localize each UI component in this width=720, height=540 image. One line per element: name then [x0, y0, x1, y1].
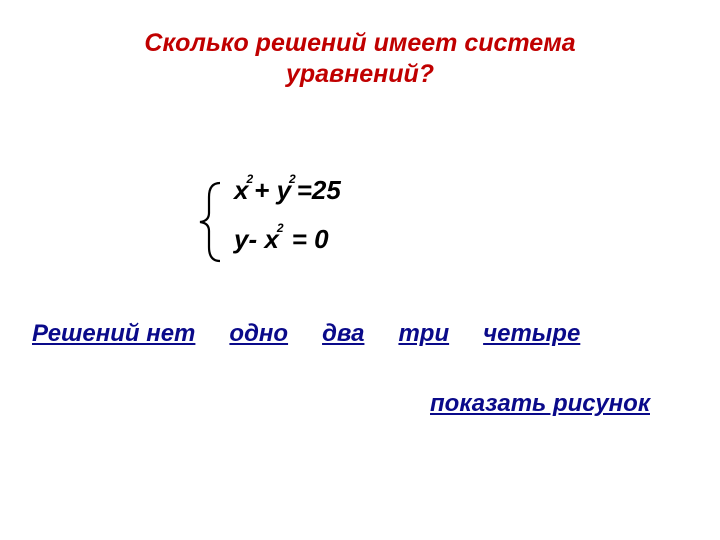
eq2-p2: = 0 [285, 224, 329, 254]
eq2-exp1: 2 [277, 221, 284, 235]
equations-container: х2+ у2=25 у- х2 = 0 [234, 175, 341, 255]
eq1-p3: =25 [297, 175, 341, 205]
show-picture-link[interactable]: показать рисунок [430, 390, 650, 418]
answer-one-link[interactable]: одно [229, 320, 288, 348]
answer-three-link[interactable]: три [398, 320, 449, 348]
title-line-2: уравнений? [286, 60, 434, 88]
question-title: Сколько решений имеет система уравнений? [0, 0, 720, 91]
answer-none-link[interactable]: Решений нет [32, 320, 195, 348]
answer-four-link[interactable]: четыре [483, 320, 580, 348]
answer-options: Решений нет одно два три четыре [32, 320, 580, 348]
title-line-1: Сколько решений имеет система [144, 29, 575, 57]
eq1-exp1: 2 [246, 172, 253, 186]
answer-two-link[interactable]: два [322, 320, 364, 348]
curly-brace-icon [194, 179, 228, 270]
equation-1: х2+ у2=25 [234, 175, 341, 206]
eq1-exp2: 2 [289, 172, 296, 186]
equation-2: у- х2 = 0 [234, 224, 341, 255]
eq2-p1: у- х [234, 224, 279, 254]
eq1-p2: + у [254, 175, 291, 205]
